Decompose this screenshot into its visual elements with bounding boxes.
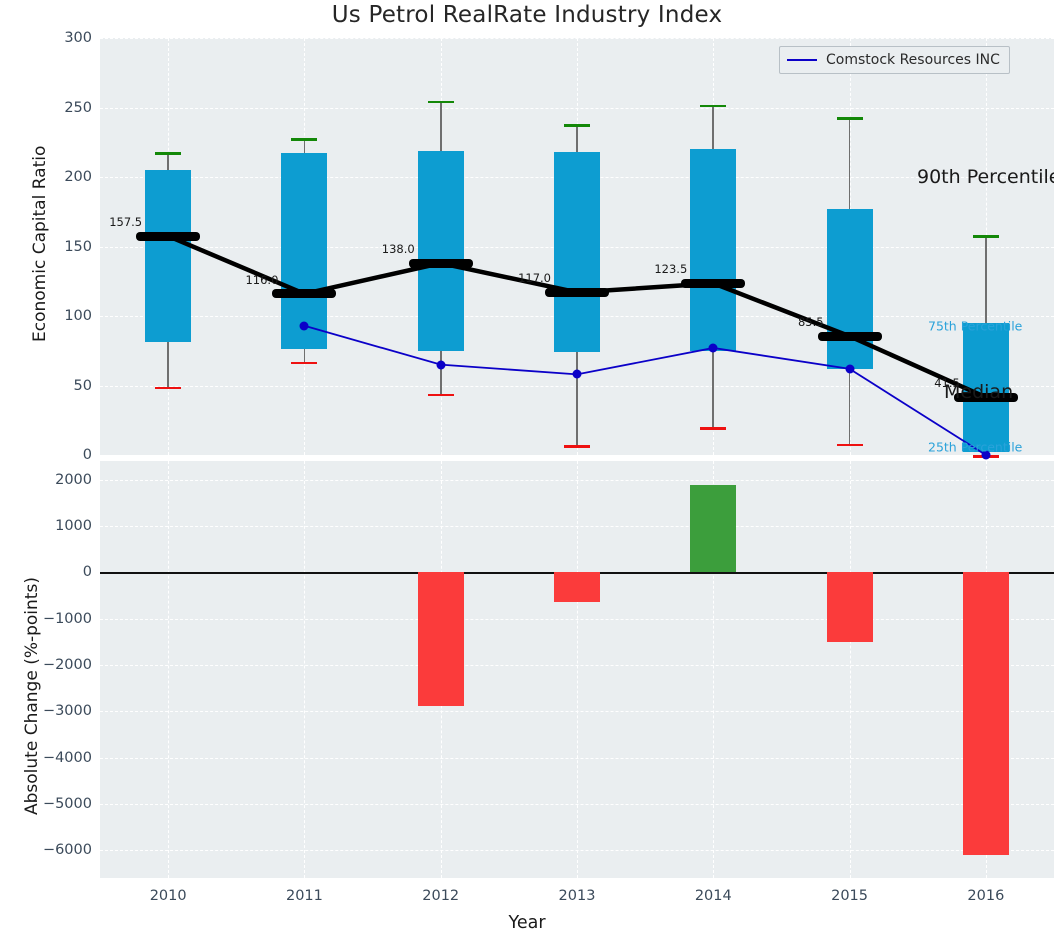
x-tick-2010: 2010 xyxy=(149,888,187,904)
top-y-tick: 50 xyxy=(73,377,92,394)
chart-title: Us Petrol RealRate Industry Index xyxy=(331,2,723,28)
cap-10th-percentile xyxy=(291,361,318,365)
bottom-plot-area xyxy=(100,461,1054,878)
top-y-tick: 300 xyxy=(64,30,92,46)
median-marker xyxy=(136,231,201,241)
bottom-y-tick: −4000 xyxy=(42,749,92,766)
x-tick-2013: 2013 xyxy=(558,888,596,904)
annotation-90th-percentile: 90th Percentile xyxy=(917,166,1054,188)
x-tick-2014: 2014 xyxy=(694,888,732,904)
change-bar xyxy=(690,484,737,573)
change-bar xyxy=(554,572,600,602)
median-value-label: 41.5 xyxy=(934,376,960,391)
x-tick-2015: 2015 xyxy=(831,888,869,904)
legend-line-swatch xyxy=(787,59,817,61)
cap-90th-percentile xyxy=(291,138,318,141)
change-bar xyxy=(962,572,1009,855)
legend[interactable]: Comstock Resources INC xyxy=(779,46,1010,74)
bottom-y-tick: −5000 xyxy=(42,795,92,812)
bottom-y-tick: −1000 xyxy=(42,610,92,627)
median-value-label: 85.5 xyxy=(797,315,824,330)
candle-box-iqr xyxy=(145,170,192,343)
annotation-25th-percentile: 25th Percentile xyxy=(928,439,1023,455)
comstock-data-point xyxy=(572,369,582,379)
candle-box-iqr xyxy=(417,150,464,351)
candle-box-iqr xyxy=(690,149,737,351)
top-y-tick: 0 xyxy=(82,447,92,463)
median-value-label: 123.5 xyxy=(654,262,688,277)
x-tick-2011: 2011 xyxy=(285,888,323,904)
cap-90th-percentile xyxy=(700,104,727,108)
x-tick-2012: 2012 xyxy=(422,888,460,904)
bottom-y-tick: 2000 xyxy=(55,471,92,488)
median-value-label: 157.5 xyxy=(109,215,143,230)
comstock-data-point xyxy=(981,450,991,460)
comstock-data-point xyxy=(845,364,855,374)
comstock-data-point xyxy=(436,360,446,370)
bottom-y-tick: 1000 xyxy=(55,517,92,534)
comstock-data-point xyxy=(299,321,309,331)
cap-90th-percentile xyxy=(972,235,999,238)
x-tick-2016: 2016 xyxy=(967,888,1005,904)
candle-box-iqr xyxy=(554,151,600,353)
change-bar xyxy=(826,572,873,642)
cap-10th-percentile xyxy=(155,386,182,390)
top-y-axis-label: Economic Capital Ratio xyxy=(30,145,50,342)
change-bar xyxy=(417,572,464,707)
top-y-tick: 150 xyxy=(64,238,92,255)
x-axis-label: Year xyxy=(508,913,546,933)
top-y-tick: 250 xyxy=(64,99,92,116)
top-y-tick: 200 xyxy=(64,169,92,185)
bottom-y-tick: −6000 xyxy=(42,842,92,859)
median-value-label: 117.0 xyxy=(518,271,551,286)
candle-box-iqr xyxy=(962,322,1009,453)
cap-90th-percentile xyxy=(427,100,454,104)
bottom-y-tick: −3000 xyxy=(42,703,92,720)
cap-90th-percentile xyxy=(155,151,182,155)
comstock-data-point xyxy=(708,343,718,353)
median-value-label: 138.0 xyxy=(381,242,415,257)
bottom-y-tick: −2000 xyxy=(42,656,92,673)
cap-90th-percentile xyxy=(564,124,590,127)
top-y-tick: 100 xyxy=(64,308,92,324)
cap-10th-percentile xyxy=(836,443,863,447)
comstock-line xyxy=(304,324,987,456)
legend-label-comstock: Comstock Resources INC xyxy=(826,52,1000,68)
cap-10th-percentile xyxy=(700,427,727,430)
bottom-y-tick: 0 xyxy=(82,564,92,581)
median-value-label: 116.0 xyxy=(245,272,279,287)
annotation-median: Median xyxy=(944,381,1014,404)
cap-10th-percentile xyxy=(564,445,590,448)
cap-90th-percentile xyxy=(836,117,863,120)
bottom-y-axis-label: Absolute Change (%-points) xyxy=(22,576,42,815)
annotation-75th-percentile: 75th Percentile xyxy=(928,318,1023,334)
median-trend-line xyxy=(167,234,987,400)
cap-10th-percentile xyxy=(427,393,454,397)
candle-box-iqr xyxy=(281,153,328,350)
